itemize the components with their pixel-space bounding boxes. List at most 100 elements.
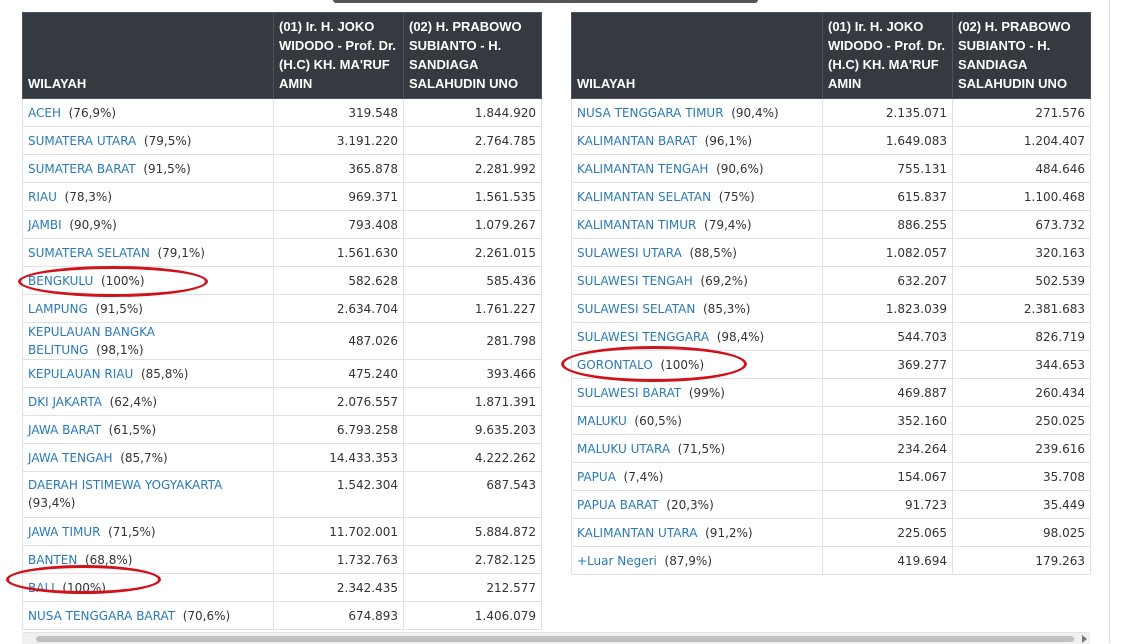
region-link[interactable]: BALI (28, 580, 55, 595)
counted-percentage: (62,4%) (109, 394, 158, 409)
region-cell: KALIMANTAN SELATAN (75%) (571, 182, 823, 211)
region-cell: KEPULAUAN BANGKA BELITUNG (98,1%) (22, 322, 274, 360)
votes-candidate-01: 6.793.258 (273, 415, 404, 444)
counted-percentage: (98,4%) (716, 329, 765, 344)
table-row: GORONTALO (100%) 369.277 344.653 (571, 350, 1091, 379)
region-cell: PAPUA (7,4%) (571, 462, 823, 491)
counted-percentage: (85,8%) (140, 366, 189, 381)
region-link[interactable]: KALIMANTAN UTARA (577, 525, 698, 540)
region-cell: JAWA TIMUR (71,5%) (22, 517, 274, 546)
region-link[interactable]: SUMATERA SELATAN (28, 245, 150, 260)
counted-percentage: (71,5%) (108, 524, 156, 539)
region-link[interactable]: KALIMANTAN BARAT (577, 133, 697, 148)
region-cell: MALUKU (60,5%) (571, 406, 823, 435)
region-cell: KALIMANTAN TENGAH (90,6%) (571, 154, 823, 183)
counted-percentage: (78,3%) (64, 189, 112, 204)
region-link[interactable]: KALIMANTAN TIMUR (577, 217, 697, 232)
votes-candidate-02: 2.782.125 (403, 545, 542, 574)
region-cell: BALI (100%) (22, 573, 274, 602)
votes-candidate-01: 1.649.083 (822, 126, 953, 155)
region-link[interactable]: BENGKULU (28, 273, 94, 288)
counted-percentage: (20,3%) (666, 497, 714, 512)
votes-candidate-01: 1.082.057 (822, 238, 953, 267)
region-link[interactable]: MALUKU (577, 413, 627, 428)
region-link[interactable]: RIAU (28, 189, 57, 204)
counted-percentage: (91,5%) (143, 161, 191, 176)
region-link[interactable]: KALIMANTAN TENGAH (577, 161, 709, 176)
votes-candidate-02: 2.281.992 (403, 154, 542, 183)
region-cell: KALIMANTAN UTARA (91,2%) (571, 518, 823, 547)
region-link[interactable]: JAWA BARAT (28, 422, 102, 437)
region-link[interactable]: BANTEN (28, 552, 78, 567)
region-link[interactable]: SULAWESI TENGGARA (577, 329, 710, 344)
region-link[interactable]: SULAWESI SELATAN (577, 301, 696, 316)
region-cell: JAWA BARAT (61,5%) (22, 415, 274, 444)
counted-percentage: (90,6%) (716, 161, 764, 176)
votes-candidate-02: 9.635.203 (403, 415, 542, 444)
region-link[interactable]: KALIMANTAN SELATAN (577, 189, 712, 204)
table-row: SULAWESI UTARA (88,5%) 1.082.057 320.163 (571, 238, 1091, 267)
region-link[interactable]: SULAWESI BARAT (577, 385, 682, 400)
table-row: BENGKULU (100%) 582.628 585.436 (22, 266, 542, 295)
region-link[interactable]: ACEH (28, 105, 61, 120)
region-link[interactable]: KEPULAUAN BANGKA BELITUNG (28, 325, 156, 357)
votes-candidate-02: 344.653 (952, 350, 1091, 379)
votes-candidate-01: 674.893 (273, 601, 404, 630)
votes-candidate-01: 365.878 (273, 154, 404, 183)
votes-candidate-02: 502.539 (952, 266, 1091, 295)
votes-candidate-02: 1.100.468 (952, 182, 1091, 211)
region-link[interactable]: KEPULAUAN RIAU (28, 366, 134, 381)
votes-candidate-01: 419.694 (822, 546, 953, 575)
counted-percentage: (75%) (718, 189, 755, 204)
votes-candidate-02: 673.732 (952, 210, 1091, 239)
votes-candidate-02: 35.449 (952, 490, 1091, 519)
region-link[interactable]: SULAWESI TENGAH (577, 273, 693, 288)
votes-candidate-02: 320.163 (952, 238, 1091, 267)
table-row: KALIMANTAN TIMUR (79,4%) 886.255 673.732 (571, 210, 1091, 239)
scroll-right-arrow-icon[interactable] (1082, 635, 1087, 643)
region-link[interactable]: NUSA TENGGARA TIMUR (577, 105, 724, 120)
region-link[interactable]: GORONTALO (577, 357, 653, 372)
votes-candidate-02: 4.222.262 (403, 443, 542, 472)
region-link[interactable]: SUMATERA BARAT (28, 161, 136, 176)
results-table-left-body: ACEH (76,9%) 319.548 1.844.920 SUMATERA UTA… (22, 98, 542, 630)
region-link[interactable]: +Luar Negeri (577, 553, 657, 568)
region-link[interactable]: PAPUA BARAT (577, 497, 659, 512)
region-link[interactable]: JAMBI (28, 217, 62, 232)
region-link[interactable]: SUMATERA UTARA (28, 133, 137, 148)
region-link[interactable]: PAPUA (577, 469, 616, 484)
votes-candidate-02: 5.884.872 (403, 517, 542, 546)
region-link[interactable]: JAWA TENGAH (28, 450, 113, 465)
horizontal-scrollbar[interactable] (22, 632, 1090, 644)
table-row: MALUKU UTARA (71,5%) 234.264 239.616 (571, 434, 1091, 463)
table-row: SULAWESI SELATAN (85,3%) 1.823.039 2.381.6… (571, 294, 1091, 323)
region-link[interactable]: SULAWESI UTARA (577, 245, 682, 260)
region-link[interactable]: MALUKU UTARA (577, 441, 671, 456)
counted-percentage: (60,5%) (634, 413, 682, 428)
region-link[interactable]: DKI JAKARTA (28, 394, 102, 409)
votes-candidate-02: 687.543 (403, 471, 542, 518)
scrollbar-thumb[interactable] (36, 636, 1074, 642)
region-cell: BENGKULU (100%) (22, 266, 274, 295)
region-cell: KALIMANTAN TIMUR (79,4%) (571, 210, 823, 239)
votes-candidate-02: 271.576 (952, 98, 1091, 127)
header-candidate-02: (02) H. PRABOWO SUBIANTO - H. SANDIAGA S… (403, 12, 542, 99)
votes-candidate-01: 755.131 (822, 154, 953, 183)
votes-candidate-01: 615.837 (822, 182, 953, 211)
counted-percentage: (96,1%) (704, 133, 753, 148)
table-row: BALI (100%) 2.342.435 212.577 (22, 573, 542, 602)
region-link[interactable]: LAMPUNG (28, 301, 88, 316)
region-link[interactable]: JAWA TIMUR (28, 524, 101, 539)
votes-candidate-02: 1.406.079 (403, 601, 542, 630)
region-cell: MALUKU UTARA (71,5%) (571, 434, 823, 463)
region-link[interactable]: NUSA TENGGARA BARAT (28, 608, 176, 623)
region-link[interactable]: DAERAH ISTIMEWA YOGYAKARTA (28, 478, 223, 492)
votes-candidate-01: 1.732.763 (273, 545, 404, 574)
table-row: SULAWESI BARAT (99%) 469.887 260.434 (571, 378, 1091, 407)
region-cell: JAWA TENGAH (85,7%) (22, 443, 274, 472)
table-header-row: WILAYAH (01) Ir. H. JOKO WIDODO - Prof. … (22, 12, 542, 99)
table-row: PAPUA BARAT (20,3%) 91.723 35.449 (571, 490, 1091, 519)
region-cell: SUMATERA SELATAN (79,1%) (22, 238, 274, 267)
region-cell: ACEH (76,9%) (22, 98, 274, 127)
region-cell: SUMATERA BARAT (91,5%) (22, 154, 274, 183)
